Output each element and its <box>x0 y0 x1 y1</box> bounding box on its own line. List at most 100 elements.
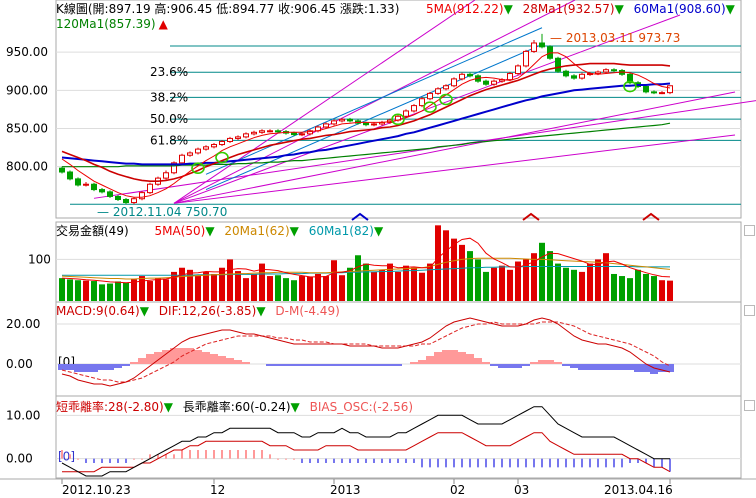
bias-osc-bar <box>229 450 231 459</box>
osc-bar <box>618 364 626 370</box>
volume-bar <box>347 267 353 301</box>
price-pane-frame <box>55 0 742 219</box>
candle-body <box>179 154 185 164</box>
volume-bar <box>523 259 529 301</box>
volume-bar <box>451 238 457 301</box>
bias-osc-bar <box>205 450 207 459</box>
ma120-up-icon: ▲ <box>158 17 168 31</box>
osc-bar <box>602 364 610 370</box>
signal-circle <box>423 101 437 113</box>
osc-bar <box>498 364 506 368</box>
volume-bar <box>603 253 609 301</box>
signal-circle <box>391 113 405 126</box>
ma28-down-icon: ▼ <box>614 2 624 16</box>
ma120-label: 120Ma1(857.39) <box>56 17 156 31</box>
volume-bar <box>539 242 545 301</box>
bias-osc-bar <box>485 458 487 468</box>
ma5-line <box>61 52 671 198</box>
bias-osc-bar <box>93 458 95 463</box>
candle-body <box>139 192 145 200</box>
candle-body <box>75 178 81 186</box>
vol-ma20-label: 20Ma1(62) <box>224 224 290 238</box>
candle-body <box>451 78 457 87</box>
candle-body <box>275 130 281 133</box>
price-tick-label: 850.00 <box>6 122 48 136</box>
bias-osc-bar <box>277 458 279 460</box>
channel-line <box>205 27 543 175</box>
macd-label: MACD:9(0.64) <box>56 304 140 318</box>
volume-bar <box>59 278 65 301</box>
bias-osc-bar <box>645 458 647 463</box>
osc-bar <box>170 348 178 364</box>
candle-body <box>123 198 129 204</box>
osc-bar <box>194 350 202 364</box>
volume-bar <box>403 265 409 301</box>
volume-bar <box>91 281 97 301</box>
vol-ma5-down-icon: ▼ <box>205 224 215 238</box>
signal-circle <box>439 93 453 106</box>
bias-osc-bar <box>445 458 447 468</box>
bias-pane-maximize-icon[interactable] <box>744 400 755 411</box>
volume-bar <box>211 273 217 301</box>
osc-bar <box>202 352 210 364</box>
vol-ma60-line <box>62 266 670 276</box>
candle-body <box>467 73 473 77</box>
candle-body <box>523 50 529 67</box>
volume-bar <box>515 261 521 301</box>
candle-body <box>259 130 265 133</box>
volume-bar <box>643 273 649 301</box>
ma60-down-icon: ▼ <box>725 2 735 16</box>
bias-osc-bar <box>629 458 631 463</box>
osc-bar <box>626 364 634 370</box>
bias-osc-bar <box>357 458 359 463</box>
candle-body <box>91 183 97 191</box>
vol-ma60-down-icon: ▼ <box>373 224 384 238</box>
volume-bar <box>267 276 273 301</box>
ma60-label: 60Ma1(908.60) <box>633 2 726 16</box>
candle-body <box>171 162 177 174</box>
bias-tick-label: 0.00 <box>6 452 33 466</box>
dif-label: DIF:12,26(-3.85) <box>158 304 257 318</box>
bias-osc-bar <box>285 458 287 460</box>
osc-bar <box>466 354 474 364</box>
volume-bar <box>307 276 313 301</box>
candle-body <box>435 88 441 94</box>
volume-bar <box>411 267 417 301</box>
ma60-line <box>61 82 671 166</box>
osc-bar <box>434 352 442 364</box>
time-tick-label: 2012.10.23 <box>62 483 131 497</box>
vol-ma5-line <box>61 237 671 284</box>
fan-line <box>173 0 576 204</box>
candle-body <box>163 172 169 179</box>
candle-body <box>67 171 73 180</box>
volume-bar <box>595 259 601 301</box>
osc-bar <box>362 364 370 366</box>
osc-bar <box>522 364 530 366</box>
bias-osc-bar <box>565 458 567 468</box>
fib-label: 38.2% <box>150 90 188 104</box>
candle-body <box>219 140 225 146</box>
osc-bar <box>162 350 170 364</box>
candle-body <box>227 137 233 142</box>
candle-body <box>603 69 609 73</box>
bias-osc-bar <box>541 458 543 468</box>
bias-osc-bar <box>501 458 503 468</box>
osc-bar <box>106 364 114 370</box>
osc-bar <box>298 364 306 366</box>
osc-bar <box>418 360 426 364</box>
osc-bar <box>450 350 458 364</box>
macd-pane-maximize-icon[interactable] <box>744 305 755 316</box>
fan-line <box>173 14 681 204</box>
candle-body <box>483 80 489 85</box>
candle-body <box>563 70 569 77</box>
volume-bar <box>219 267 225 301</box>
time-tick-label: 03 <box>514 483 529 497</box>
osc-bar <box>514 364 522 368</box>
bias-long-label: 長乖離率:60(-0.24) <box>182 400 291 414</box>
candle-body <box>411 105 417 112</box>
volume-bar <box>259 263 265 301</box>
bias-osc-bar <box>165 454 167 459</box>
volume-pane-maximize-icon[interactable] <box>744 225 755 236</box>
osc-bar <box>90 364 98 372</box>
volume-bar <box>651 276 657 301</box>
